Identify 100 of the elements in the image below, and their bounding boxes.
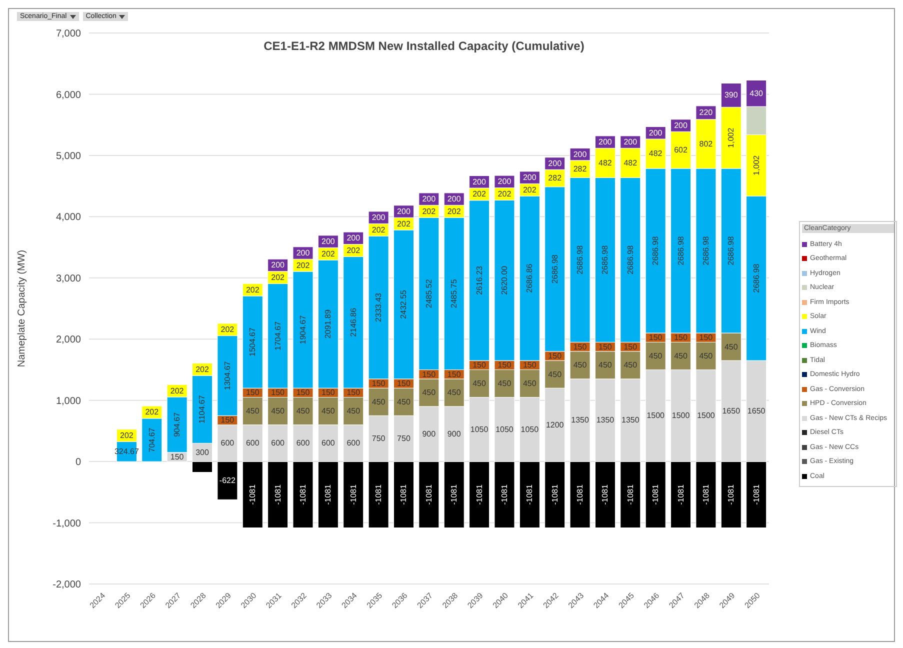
data-label: 150 xyxy=(422,370,436,379)
data-label: 200 xyxy=(447,194,462,204)
data-label: 202 xyxy=(372,225,386,234)
data-label: 482 xyxy=(648,149,663,158)
data-label: 2686.98 xyxy=(576,244,585,274)
data-label: 150 xyxy=(322,388,336,398)
data-label: 450 xyxy=(271,406,286,416)
data-label: 202 xyxy=(498,189,512,198)
y-tick-label: 2,000 xyxy=(56,334,82,346)
data-label: 150 xyxy=(271,388,286,398)
data-label: 450 xyxy=(522,378,537,388)
data-label: -1081 xyxy=(676,484,686,505)
data-label: 1504.67 xyxy=(248,327,258,356)
data-label: 2686.98 xyxy=(726,236,736,266)
data-label: 450 xyxy=(372,397,386,406)
data-label: 600 xyxy=(322,438,336,448)
data-label: 450 xyxy=(322,406,336,416)
data-label: 750 xyxy=(372,434,386,444)
data-label: 450 xyxy=(447,388,462,398)
text: CE1-E1-R2 MMDSM New Installed Capacity (Cumulative) xyxy=(262,39,586,53)
data-label: 450 xyxy=(724,342,738,352)
data-label: 150 xyxy=(624,342,638,352)
data-label: 202 xyxy=(120,430,134,440)
data-label: 1104.67 xyxy=(198,394,207,424)
data-label: 200 xyxy=(422,194,436,204)
data-label: 150 xyxy=(498,360,512,370)
data-label: -1081 xyxy=(324,484,333,505)
data-label: 150 xyxy=(472,360,487,370)
data-label: 200 xyxy=(548,158,562,168)
data-label: 200 xyxy=(648,128,663,138)
data-label: 2686.98 xyxy=(701,236,710,266)
y-tick-label: -2,000 xyxy=(52,580,82,591)
data-label: 900 xyxy=(447,430,462,439)
data-label: 602 xyxy=(674,146,688,155)
data-label: -1081 xyxy=(626,484,635,505)
data-label: 1050 xyxy=(496,424,514,434)
data-label: 202 xyxy=(522,185,537,194)
data-label: 600 xyxy=(271,438,286,448)
data-label: 202 xyxy=(422,206,436,216)
data-label: 1350 xyxy=(596,416,615,425)
data-label: 450 xyxy=(472,378,487,388)
data-label: 200 xyxy=(598,138,612,147)
data-label: 450 xyxy=(648,351,663,360)
data-label: 1050 xyxy=(470,424,489,434)
data-label: 450 xyxy=(296,406,310,416)
data-label: 200 xyxy=(674,121,688,130)
data-label: -1081 xyxy=(399,484,408,505)
data-label: -1081 xyxy=(576,484,585,505)
data-label: 2485.75 xyxy=(450,278,459,308)
data-label: 450 xyxy=(422,388,436,398)
y-tick-label: 0 xyxy=(75,457,82,468)
data-label: 202 xyxy=(397,219,411,228)
data-label: 450 xyxy=(699,351,714,360)
y-tick-label: 6,000 xyxy=(56,90,82,101)
data-label: -1081 xyxy=(701,484,710,505)
data-label: 750 xyxy=(397,434,411,444)
data-label: 202 xyxy=(472,190,487,199)
data-label: 150 xyxy=(170,452,184,462)
data-label: 2432.55 xyxy=(399,289,408,319)
data-label: 802 xyxy=(699,139,714,148)
data-label: -1081 xyxy=(752,484,761,505)
data-label: 2091.89 xyxy=(324,309,333,339)
data-label: 430 xyxy=(750,88,764,98)
data-label: 200 xyxy=(472,177,487,186)
data-label: 1904.67 xyxy=(298,314,308,344)
data-label: 150 xyxy=(220,416,235,425)
data-label: 150 xyxy=(246,388,260,398)
data-label: 200 xyxy=(346,234,361,243)
data-label: 200 xyxy=(296,248,310,258)
data-label: 600 xyxy=(246,438,260,448)
data-label: 150 xyxy=(598,342,612,352)
data-label: -1081 xyxy=(550,484,560,505)
data-label: 450 xyxy=(674,351,688,360)
data-label: 2686.98 xyxy=(676,236,686,266)
data-label: 1,002 xyxy=(726,127,736,148)
data-label: 150 xyxy=(548,351,562,360)
data-label: 220 xyxy=(699,108,714,118)
data-label: 450 xyxy=(498,378,512,388)
data-label: 450 xyxy=(598,360,612,370)
y-tick-label: 1,000 xyxy=(56,396,82,407)
data-label: 2146.86 xyxy=(348,307,358,337)
data-label: 282 xyxy=(573,164,588,174)
data-label: -1081 xyxy=(248,484,258,505)
data-label: -622 xyxy=(219,476,236,486)
data-label: -1081 xyxy=(424,484,434,505)
data-label: 200 xyxy=(397,206,411,216)
data-label: 200 xyxy=(624,138,638,147)
data-label: 202 xyxy=(145,408,160,417)
data-label: 200 xyxy=(522,173,537,182)
data-label: 450 xyxy=(548,370,562,379)
data-label: 202 xyxy=(271,273,286,282)
data-label: 202 xyxy=(447,206,462,216)
data-label: 202 xyxy=(220,325,235,334)
y-axis-title: Nameplate Capacity (MW) xyxy=(16,250,28,368)
y-tick-label: 5,000 xyxy=(56,150,82,162)
data-label: 150 xyxy=(522,360,537,370)
data-label: 202 xyxy=(322,249,336,258)
data-label: 482 xyxy=(598,158,612,168)
data-label: 900 xyxy=(422,430,436,439)
data-label: 282 xyxy=(548,174,562,183)
